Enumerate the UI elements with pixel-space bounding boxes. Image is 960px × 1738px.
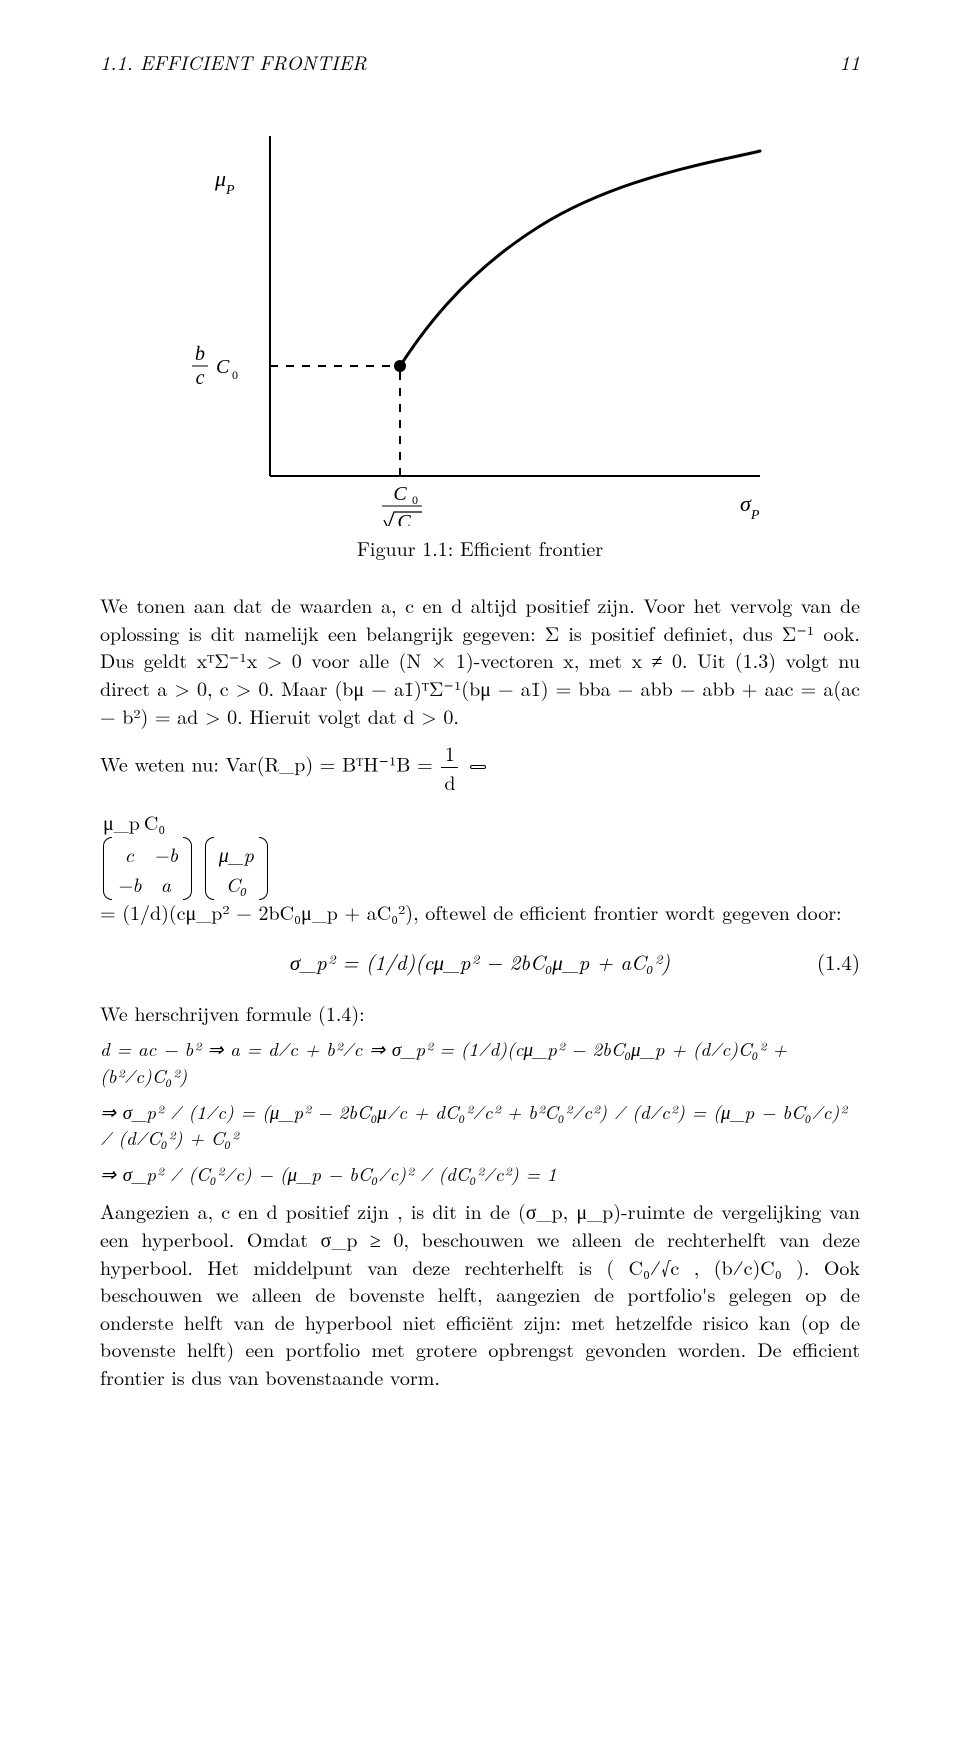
para2-post: = (1/d)(cμ_p² − 2bC₀μ_p + aC₀²), oftewel… <box>100 897 842 926</box>
row-mu: μ_p <box>102 807 141 837</box>
col-mu: μ_p <box>213 839 260 869</box>
svg-text:C: C <box>393 483 407 505</box>
equation-number: (1.4) <box>817 948 860 977</box>
derivation-line-2: ⇒ σ_p² ⁄ (1⁄c) = (μ_p² − 2bC₀μ⁄c + dC₀²⁄… <box>100 1099 860 1151</box>
equation-body: σ_p² = (1/d)(cμ_p² − 2bC₀μ_p + aC₀²) <box>290 948 670 977</box>
svg-text:b: b <box>195 343 205 365</box>
running-head-right: 11 <box>840 48 860 76</box>
H11: c <box>111 839 148 869</box>
page-container: 1.1. EFFICIENT FRONTIER 11 μPσPbcC0C0C F… <box>0 0 960 1461</box>
paragraph-hyperbola: Aangezien a, c en d positief zijn , is d… <box>100 1197 860 1390</box>
svg-text:C: C <box>216 356 230 378</box>
H21: −b <box>111 869 148 899</box>
svg-text:C: C <box>397 511 411 526</box>
paragraph-positivity: We tonen aan dat de waarden a, c en d al… <box>100 591 860 729</box>
derivation-line-1: d = ac − b² ⇒ a = d⁄c + b²⁄c ⇒ σ_p² = (1… <box>100 1036 860 1088</box>
equation-1-4: σ_p² = (1/d)(cμ_p² − 2bC₀μ_p + aC₀²) (1.… <box>100 948 860 977</box>
figure-efficient-frontier: μPσPbcC0C0C Figuur 1.1: Efficient fronti… <box>100 106 860 562</box>
efficient-frontier-svg: μPσPbcC0C0C <box>160 106 800 526</box>
col-vector-B: μ_p C₀ <box>205 839 268 898</box>
svg-text:c: c <box>196 367 205 389</box>
row-c0: C₀ <box>143 807 166 837</box>
svg-text:0: 0 <box>232 368 238 382</box>
running-head: 1.1. EFFICIENT FRONTIER 11 <box>100 48 860 76</box>
figure-caption: Figuur 1.1: Efficient frontier <box>100 534 860 562</box>
derivation-line-3: ⇒ σ_p² ⁄ (C₀²⁄c) − (μ_p − bC₀⁄c)² ⁄ (dC₀… <box>100 1161 860 1187</box>
rewrite-header: We herschrijven formule (1.4): <box>100 999 860 1027</box>
running-head-left: 1.1. EFFICIENT FRONTIER <box>100 48 367 76</box>
H12: −b <box>148 839 185 869</box>
scalar-1-over-d: 1 d <box>441 739 458 795</box>
H22: a <box>148 869 185 899</box>
col-c0: C₀ <box>213 869 260 899</box>
paragraph-variance: We weten nu: Var(R_p) = BᵀH⁻¹B = 1 d <box>100 739 860 795</box>
para2-pre: We weten nu: Var(R_p) = BᵀH⁻¹B = <box>100 749 439 778</box>
matrix-Hinv-components: c −b −b a <box>103 839 192 898</box>
svg-text:0: 0 <box>412 493 418 507</box>
